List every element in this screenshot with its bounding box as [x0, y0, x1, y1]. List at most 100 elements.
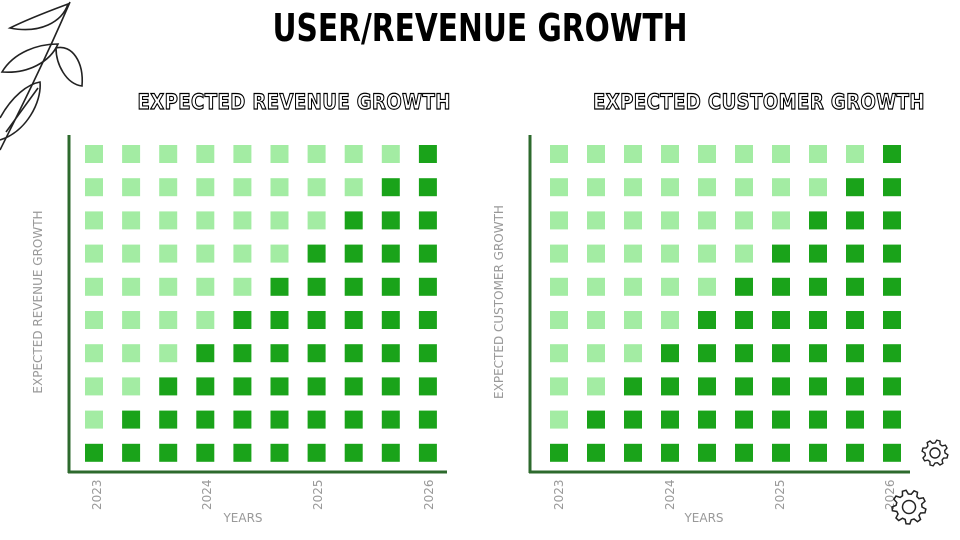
- chart-1-cell: [735, 410, 753, 429]
- chart-0-cell: [233, 344, 252, 363]
- chart-0-cell: [344, 244, 363, 263]
- chart-0-cell: [85, 443, 103, 462]
- chart-1-cell: [883, 344, 901, 363]
- chart-0-cell: [418, 443, 437, 462]
- chart-0-cell: [122, 344, 141, 363]
- chart-0-cell: [85, 178, 103, 197]
- chart-1-cell: [809, 145, 827, 163]
- chart-1-cell: [772, 244, 790, 263]
- chart-1-cell: [550, 311, 568, 329]
- chart-1-cell: [587, 244, 605, 263]
- chart-1-cell: [698, 277, 716, 296]
- chart-0-cell: [344, 377, 363, 396]
- chart-1-cell: [587, 344, 605, 363]
- chart-1-cell: [661, 244, 679, 263]
- chart-0-cell: [344, 344, 363, 363]
- chart-0-cell: [381, 277, 400, 296]
- chart-1-cell: [661, 145, 679, 163]
- chart-1-cell: [587, 211, 605, 230]
- chart-0-cell: [307, 178, 326, 197]
- chart-1-cell: [550, 178, 568, 197]
- chart-0-cell: [233, 277, 252, 296]
- chart-0-cell: [122, 211, 141, 230]
- chart-0-cell: [344, 145, 363, 163]
- chart-1-cell: [735, 443, 753, 462]
- chart-1-cell: [698, 211, 716, 230]
- chart-0-cell: [381, 211, 400, 230]
- chart-1-cell: [809, 344, 827, 363]
- chart-1-cell: [550, 410, 568, 429]
- chart-1-cell: [883, 410, 901, 429]
- chart-1-cell: [550, 211, 568, 230]
- chart-1-cell: [624, 145, 642, 163]
- chart-1-cell: [846, 145, 864, 163]
- chart-1-x-tick-label: 2024: [663, 479, 677, 510]
- chart-1-cell: [883, 443, 901, 462]
- chart-1-cell: [587, 178, 605, 197]
- chart-1-cell: [698, 443, 716, 462]
- chart-0-cell: [122, 443, 141, 462]
- chart-1-cell: [846, 344, 864, 363]
- chart-0-cell: [85, 311, 103, 329]
- chart-0-cell: [307, 311, 326, 329]
- chart-1-cell: [809, 311, 827, 329]
- chart-1-cell: [550, 277, 568, 296]
- chart-0-cell: [159, 377, 178, 396]
- chart-0-x-tick-label: 2025: [311, 479, 325, 510]
- chart-0-cell: [159, 410, 178, 429]
- chart-1-cell: [846, 443, 864, 462]
- chart-1-cell: [698, 344, 716, 363]
- page-title: USER/REVENUE GROWTH: [272, 6, 688, 50]
- chart-0-cell: [418, 377, 437, 396]
- chart-0-cell: [307, 410, 326, 429]
- chart-1-x-tick-label: 2025: [773, 479, 787, 510]
- chart-1-cell: [624, 211, 642, 230]
- chart-0-cell: [196, 344, 215, 363]
- chart-1-cell: [735, 211, 753, 230]
- chart-0-cell: [381, 410, 400, 429]
- gear-icon: [891, 489, 927, 525]
- chart-0-cell: [270, 178, 289, 197]
- chart-0-cell: [122, 145, 141, 163]
- chart-1-cell: [550, 443, 568, 462]
- chart-1-cell: [846, 211, 864, 230]
- chart-1-cell: [698, 145, 716, 163]
- chart-1-cell: [624, 377, 642, 396]
- chart-0-cell: [270, 311, 289, 329]
- revenue-chart-title: EXPECTED REVENUE GROWTH: [137, 89, 451, 114]
- chart-1-cell: [661, 344, 679, 363]
- chart-1-cell: [661, 443, 679, 462]
- chart-0-cell: [196, 311, 215, 329]
- chart-0-cell: [233, 377, 252, 396]
- chart-1-cell: [661, 211, 679, 230]
- chart-0-cell: [196, 211, 215, 230]
- chart-0-cell: [418, 410, 437, 429]
- chart-0-cell: [233, 311, 252, 329]
- chart-0-cell: [307, 277, 326, 296]
- chart-0-cell: [233, 244, 252, 263]
- chart-0-cell: [418, 211, 437, 230]
- chart-1-cell: [809, 377, 827, 396]
- chart-1-cell: [846, 311, 864, 329]
- chart-0-cell: [344, 443, 363, 462]
- chart-0-cell: [307, 344, 326, 363]
- chart-0-cell: [381, 443, 400, 462]
- chart-1-cell: [587, 443, 605, 462]
- chart-1-cell: [809, 178, 827, 197]
- chart-0-cell: [196, 244, 215, 263]
- chart-1-x-tick-label: 2026: [883, 479, 897, 510]
- chart-0-cell: [381, 311, 400, 329]
- chart-1-x-axis-label: YEARS: [683, 511, 723, 525]
- chart-0-cell: [270, 277, 289, 296]
- chart-0-cell: [270, 145, 289, 163]
- chart-0-cell: [233, 211, 252, 230]
- chart-1-cell: [809, 277, 827, 296]
- gear-icon: [921, 439, 949, 467]
- chart-0-cell: [344, 277, 363, 296]
- chart-0-cell: [344, 311, 363, 329]
- chart-0-cell: [85, 145, 103, 163]
- chart-0-cell: [85, 277, 103, 296]
- chart-0-x-tick-label: 2024: [200, 479, 214, 510]
- chart-0-cell: [307, 244, 326, 263]
